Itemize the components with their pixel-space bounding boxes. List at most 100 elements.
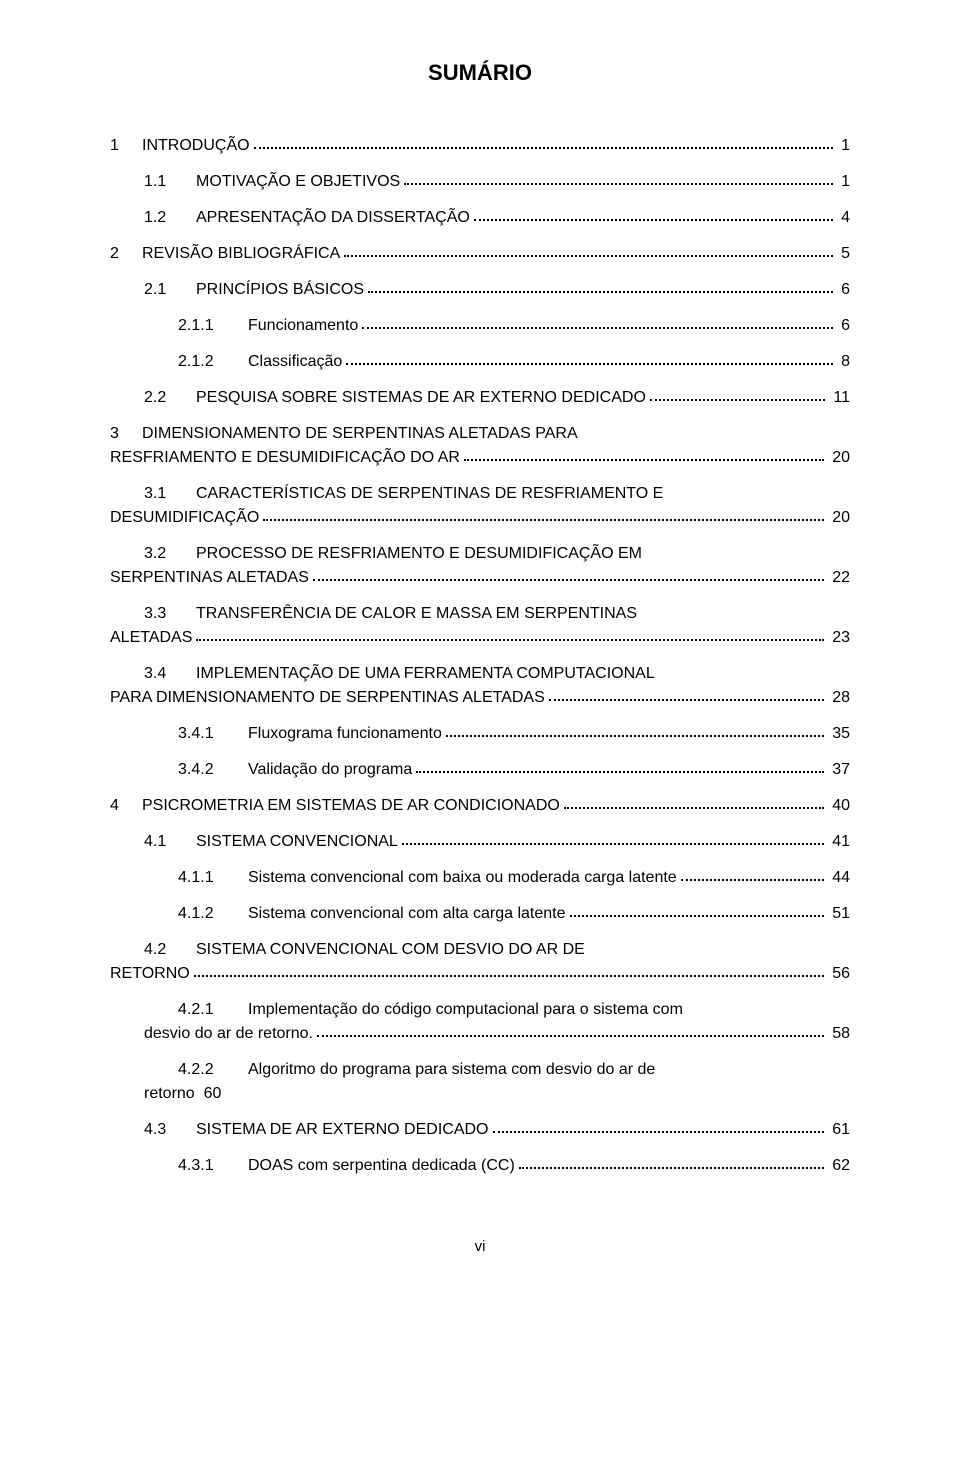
toc-entry-page: 23 [828, 626, 850, 650]
toc-leader-dots [317, 1035, 824, 1037]
toc-entry-text: Sistema convencional com baixa ou modera… [248, 866, 677, 890]
page-number-footer: vi [110, 1238, 850, 1255]
toc-entry-number: 3.4.2 [178, 758, 248, 782]
toc-entry-text: Sistema convencional com alta carga late… [248, 902, 566, 926]
toc-entry-text: Fluxograma funcionamento [248, 722, 442, 746]
toc-entry-number: 1.1 [144, 170, 196, 194]
toc-entry-text: DIMENSIONAMENTO DE SERPENTINAS ALETADAS … [142, 422, 578, 446]
toc-entry-page: 6 [837, 314, 850, 338]
toc-entry: 4.1.1Sistema convencional com baixa ou m… [110, 866, 850, 890]
toc-entry-page: 11 [829, 386, 850, 410]
toc-entry-text: Implementação do código computacional pa… [248, 998, 683, 1022]
toc-entry-text: IMPLEMENTAÇÃO DE UMA FERRAMENTA COMPUTAC… [196, 662, 655, 686]
toc-entry: 4.3SISTEMA DE AR EXTERNO DEDICADO 61 [110, 1118, 850, 1142]
toc-entry-number: 4.2.1 [178, 998, 248, 1022]
toc-entry: 4.2.2Algoritmo do programa para sistema … [110, 1058, 850, 1106]
toc-entry-page: 1 [837, 134, 850, 158]
toc-entry-number: 4.2 [144, 938, 196, 962]
toc-entry-text-cont: retorno [144, 1082, 195, 1106]
toc-entry-page: 20 [828, 506, 850, 530]
toc-leader-dots [404, 183, 832, 185]
toc-entry-page: 40 [828, 794, 850, 818]
toc-entry: 3.2PROCESSO DE RESFRIAMENTO E DESUMIDIFI… [110, 542, 850, 590]
toc-entry-page: 4 [837, 206, 850, 230]
toc-leader-dots [313, 579, 824, 581]
toc-leader-dots [464, 459, 824, 461]
toc-entry-number: 2.1.1 [178, 314, 248, 338]
toc-entry-text: SISTEMA CONVENCIONAL [196, 830, 398, 854]
toc-entry: 2.1.2Classificação 8 [110, 350, 850, 374]
toc-entry: 4.1.2Sistema convencional com alta carga… [110, 902, 850, 926]
toc-leader-dots [681, 879, 824, 881]
toc-entry-number: 4.1 [144, 830, 196, 854]
toc-leader-dots [549, 699, 824, 701]
toc-leader-dots [402, 843, 824, 845]
toc-entry-number: 2.1 [144, 278, 196, 302]
toc-entry-page: 37 [828, 758, 850, 782]
toc-entry-page: 51 [828, 902, 850, 926]
toc-entry-text: DOAS com serpentina dedicada (CC) [248, 1154, 515, 1178]
toc-leader-dots [446, 735, 824, 737]
toc-entry-page: 20 [828, 446, 850, 470]
toc-entry: 3.3TRANSFERÊNCIA DE CALOR E MASSA EM SER… [110, 602, 850, 650]
toc-entry-page: 28 [828, 686, 850, 710]
toc-leader-dots [368, 291, 833, 293]
toc-entry-text: TRANSFERÊNCIA DE CALOR E MASSA EM SERPEN… [196, 602, 637, 626]
toc-entry-text: Classificação [248, 350, 342, 374]
toc-entry: 2.1.1Funcionamento 6 [110, 314, 850, 338]
toc-entry-text: PESQUISA SOBRE SISTEMAS DE AR EXTERNO DE… [196, 386, 646, 410]
toc-entry: 3.1CARACTERÍSTICAS DE SERPENTINAS DE RES… [110, 482, 850, 530]
toc-entry-text: PSICROMETRIA EM SISTEMAS DE AR CONDICION… [142, 794, 560, 818]
toc-entry-page: 44 [828, 866, 850, 890]
toc-entry-page: 5 [837, 242, 850, 266]
toc-entry-text: Funcionamento [248, 314, 358, 338]
toc-entry: 2REVISÃO BIBLIOGRÁFICA 5 [110, 242, 850, 266]
toc-entry-number: 4.3 [144, 1118, 196, 1142]
toc-entry-text-cont: RESFRIAMENTO E DESUMIDIFICAÇÃO DO AR [110, 446, 460, 470]
toc-entry: 4.2SISTEMA CONVENCIONAL COM DESVIO DO AR… [110, 938, 850, 986]
toc-entry-text-cont: RETORNO [110, 962, 190, 986]
toc-entry-number: 1 [110, 134, 142, 158]
toc-entry: 2.1PRINCÍPIOS BÁSICOS 6 [110, 278, 850, 302]
toc-entry-number: 4 [110, 794, 142, 818]
toc-entry-number: 3.4 [144, 662, 196, 686]
toc-entry-text-cont: DESUMIDIFICAÇÃO [110, 506, 259, 530]
toc-entry: 3.4IMPLEMENTAÇÃO DE UMA FERRAMENTA COMPU… [110, 662, 850, 710]
toc-leader-dots [474, 219, 833, 221]
toc-entry: 3.4.2Validação do programa 37 [110, 758, 850, 782]
table-of-contents: 1INTRODUÇÃO 11.1MOTIVAÇÃO E OBJETIVOS 11… [110, 134, 850, 1178]
toc-entry-number: 4.3.1 [178, 1154, 248, 1178]
toc-entry: 1.1MOTIVAÇÃO E OBJETIVOS 1 [110, 170, 850, 194]
toc-entry-text: Algoritmo do programa para sistema com d… [248, 1058, 655, 1082]
toc-entry: 3.4.1Fluxograma funcionamento 35 [110, 722, 850, 746]
toc-entry-number: 3.3 [144, 602, 196, 626]
toc-leader-dots [196, 639, 823, 641]
toc-entry-text: SISTEMA DE AR EXTERNO DEDICADO [196, 1118, 489, 1142]
toc-leader-dots [650, 399, 825, 401]
toc-leader-dots [254, 147, 833, 149]
toc-entry-number: 4.2.2 [178, 1058, 248, 1082]
toc-entry-number: 1.2 [144, 206, 196, 230]
toc-entry-page: 41 [828, 830, 850, 854]
toc-entry-number: 2.1.2 [178, 350, 248, 374]
toc-entry-page: 8 [837, 350, 850, 374]
toc-entry: 3DIMENSIONAMENTO DE SERPENTINAS ALETADAS… [110, 422, 850, 470]
toc-entry-number: 2.2 [144, 386, 196, 410]
toc-entry-text-cont: ALETADAS [110, 626, 192, 650]
toc-entry: 4.1SISTEMA CONVENCIONAL 41 [110, 830, 850, 854]
toc-entry-page: 58 [828, 1022, 850, 1046]
toc-entry-text-cont: SERPENTINAS ALETADAS [110, 566, 309, 590]
toc-entry-text: PROCESSO DE RESFRIAMENTO E DESUMIDIFICAÇ… [196, 542, 642, 566]
toc-leader-dots [194, 975, 824, 977]
toc-leader-dots [362, 327, 832, 329]
toc-entry-page: 6 [837, 278, 850, 302]
toc-entry-number: 4.1.2 [178, 902, 248, 926]
toc-leader-dots [564, 807, 824, 809]
page-title: SUMÁRIO [110, 60, 850, 86]
toc-entry-text: SISTEMA CONVENCIONAL COM DESVIO DO AR DE [196, 938, 585, 962]
toc-entry-page: 61 [828, 1118, 850, 1142]
toc-entry-text: CARACTERÍSTICAS DE SERPENTINAS DE RESFRI… [196, 482, 663, 506]
toc-entry-text: APRESENTAÇÃO DA DISSERTAÇÃO [196, 206, 470, 230]
toc-entry-page: 35 [828, 722, 850, 746]
toc-entry-text: REVISÃO BIBLIOGRÁFICA [142, 242, 340, 266]
